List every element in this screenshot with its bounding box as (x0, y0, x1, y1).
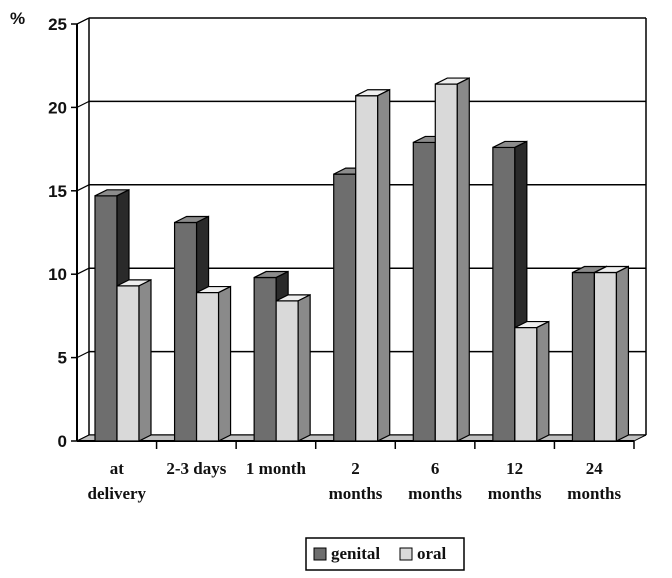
x-tick-label: 1 month (246, 459, 307, 478)
bar-front (195, 291, 220, 442)
bar-front (253, 276, 277, 442)
x-tick-label: 2-3 days (166, 459, 226, 478)
legend-label-oral: oral (417, 544, 447, 563)
bar-front (434, 83, 458, 442)
bar-front (116, 285, 140, 442)
y-tick-label: 5 (58, 349, 67, 368)
bar-front (333, 173, 357, 442)
bar-front (275, 300, 299, 442)
gridline-depth (76, 351, 90, 359)
legend-box (305, 537, 465, 571)
y-tick-label: 15 (48, 182, 67, 201)
bars (94, 77, 630, 442)
x-tick-label: 2 (351, 459, 360, 478)
x-tick-label: months (329, 484, 383, 503)
x-tick-label: at (110, 459, 125, 478)
bar-oral (116, 278, 152, 442)
bar-oral (593, 265, 630, 442)
bar-front (571, 271, 596, 442)
bar-side (536, 320, 550, 442)
bar-front (355, 95, 379, 442)
bar-front (173, 221, 198, 442)
x-axis-labels: at delivery 2-3 days 1 month 2 months 6 months 1… (88, 459, 622, 503)
bar-oral (275, 293, 311, 442)
gridline-depth (76, 100, 90, 108)
y-tick-label: 20 (48, 98, 67, 117)
x-tick-label: delivery (88, 484, 147, 503)
bar-front (593, 271, 618, 442)
bar-oral (514, 320, 550, 442)
y-tick-label: 10 (48, 265, 67, 284)
y-tick-label: 0 (58, 432, 67, 451)
bar-front (94, 195, 118, 442)
bar-oral (195, 285, 232, 442)
bar-oral (434, 77, 470, 442)
bar-oral (355, 88, 391, 442)
gridline-depth (76, 267, 90, 275)
x-tick-label: months (567, 484, 621, 503)
bar-front (412, 141, 436, 442)
bar-side (217, 285, 232, 442)
y-axis-ticks: 0 5 10 15 20 25 (48, 15, 67, 451)
legend-swatch-genital (313, 547, 327, 561)
y-tick-label: 25 (48, 15, 67, 34)
x-tick-label: 12 (506, 459, 523, 478)
bar-side (615, 265, 630, 442)
legend-swatch-oral (399, 547, 413, 561)
x-tick-label: months (408, 484, 462, 503)
bar-side (456, 77, 470, 442)
bar-side (377, 88, 391, 442)
y-axis-top-depth (76, 17, 90, 25)
legend: genital oral (305, 537, 465, 571)
gridline-depth (76, 184, 90, 192)
bar-side (297, 293, 311, 442)
x-tick-label: months (488, 484, 542, 503)
bar-side (138, 278, 152, 442)
legend-label-genital: genital (331, 544, 380, 563)
x-tick-label: 24 (586, 459, 604, 478)
y-axis-unit-label: % (10, 9, 25, 28)
bar-front (492, 146, 516, 442)
x-tick-label: 6 (431, 459, 440, 478)
bar-front (514, 326, 538, 442)
